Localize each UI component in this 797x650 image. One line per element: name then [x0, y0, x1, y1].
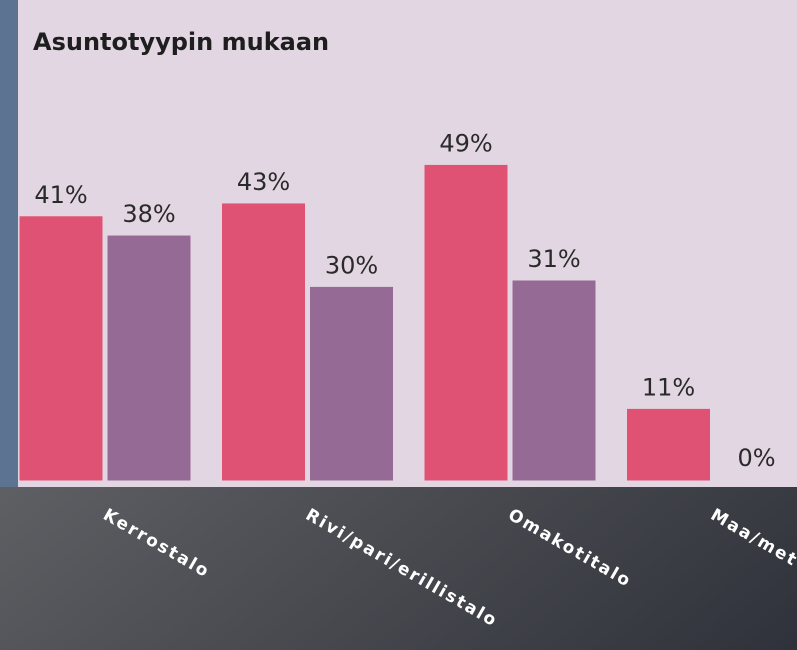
value-label: 0%	[737, 444, 775, 472]
value-label: 38%	[122, 200, 175, 228]
bar	[108, 236, 190, 480]
value-label: 31%	[527, 245, 580, 273]
bar	[223, 204, 305, 480]
page: {"chart_data": {"type": "bar", "title": …	[0, 0, 797, 650]
bar	[20, 217, 102, 480]
value-label: 49%	[439, 129, 492, 157]
bar	[628, 409, 710, 480]
value-label: 41%	[34, 181, 87, 209]
chart-title: Asuntotyypin mukaan	[33, 28, 329, 56]
chart: Asuntotyypin mukaan 41%38%Kerrostalo43%3…	[0, 0, 797, 650]
value-label: 30%	[325, 251, 378, 279]
value-label: 11%	[642, 373, 695, 401]
bar	[425, 165, 507, 480]
bar	[513, 281, 595, 480]
value-label: 43%	[237, 168, 290, 196]
bar	[311, 287, 393, 480]
